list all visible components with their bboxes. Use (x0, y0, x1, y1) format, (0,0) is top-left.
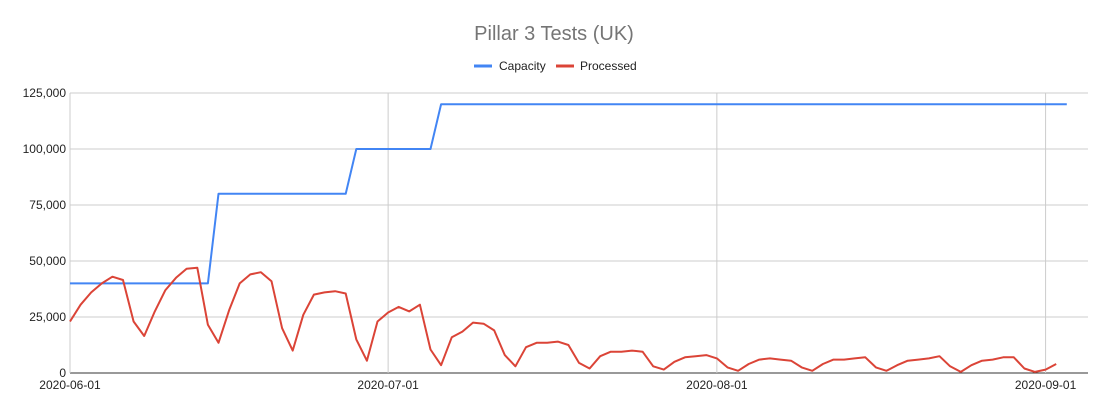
y-tick-label: 50,000 (29, 254, 66, 268)
x-tick-label: 2020-09-01 (1015, 378, 1077, 392)
y-axis-ticks: 0 25,000 50,000 75,000 100,000 125,000 (23, 86, 67, 380)
legend-label-capacity: Capacity (499, 59, 546, 73)
series-lines (69, 103, 1067, 373)
x-axis-ticks: 2020-06-01 2020-07-01 2020-08-01 2020-09-01 (39, 378, 1076, 392)
chart-title: Pillar 3 Tests (UK) (474, 23, 634, 45)
series-line-capacity (70, 103, 1067, 285)
y-tick-label: 25,000 (29, 310, 66, 324)
y-tick-label: 75,000 (29, 198, 66, 212)
y-tick-label: 125,000 (23, 86, 67, 100)
x-tick-label: 2020-08-01 (686, 378, 748, 392)
x-tick-label: 2020-07-01 (357, 378, 419, 392)
y-tick-label: 0 (59, 366, 66, 380)
x-tick-label: 2020-06-01 (39, 378, 101, 392)
y-tick-label: 100,000 (23, 142, 67, 156)
series-line-processed (69, 266, 1057, 373)
legend-label-processed: Processed (580, 59, 637, 73)
legend: Capacity Processed (474, 59, 637, 73)
gridlines (69, 92, 1088, 374)
